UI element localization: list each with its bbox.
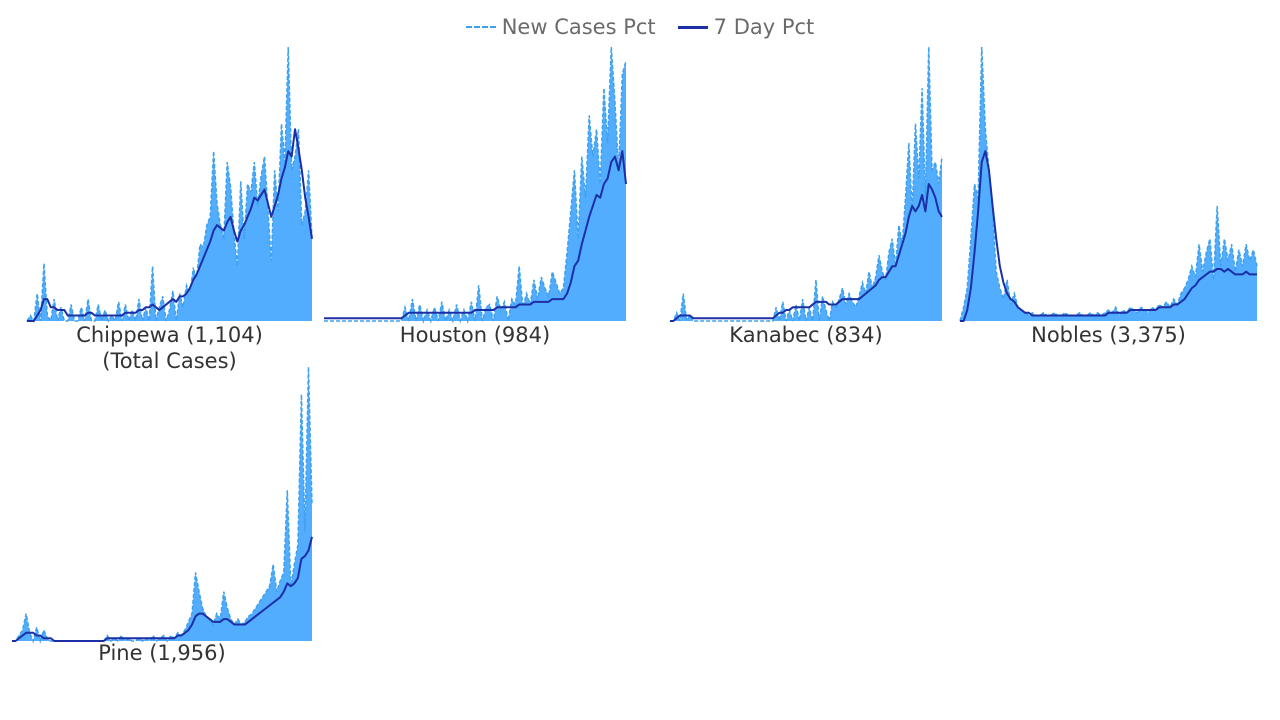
small-multiple-houston[interactable]: Houston (984): [324, 44, 627, 354]
new-cases-area-nobles: [960, 47, 1257, 321]
seven-day-line-nobles: [960, 150, 1257, 322]
panel-label-kanabec: Kanabec (834): [729, 323, 883, 347]
new-cases-line-chippewa: [26, 46, 313, 324]
panel-title-nobles: Nobles (3,375): [960, 322, 1257, 348]
new-cases-line-nobles: [959, 46, 1258, 322]
panel-label-pine: Pine (1,956): [98, 641, 226, 665]
new-cases-area-houston: [324, 47, 626, 321]
panel-title-pine: Pine (1,956): [12, 640, 312, 666]
new-cases-line-houston: [324, 46, 627, 324]
panel-title-houston: Houston (984): [324, 322, 626, 348]
new-cases-area-kanabec: [670, 47, 942, 321]
chart-svg-nobles: [959, 46, 1258, 322]
legend-item-new-cases[interactable]: New Cases Pct: [465, 15, 656, 39]
chart-svg-houston: [324, 46, 627, 324]
seven-day-line-pine: [12, 536, 313, 642]
chart-svg-kanabec: [670, 46, 943, 324]
panel-label-nobles: Nobles (3,375): [1031, 323, 1186, 347]
chart-svg-pine: [12, 366, 313, 644]
legend-item-seven-day[interactable]: 7 Day Pct: [677, 15, 815, 39]
legend-label-seven-day: 7 Day Pct: [713, 15, 815, 39]
new-cases-area-pine: [12, 367, 312, 641]
seven-day-line-chippewa: [27, 128, 313, 322]
legend-swatch-new-cases: [465, 26, 496, 28]
chart-svg-chippewa: [26, 46, 313, 324]
seven-day-line-houston: [324, 150, 627, 320]
legend-swatch-seven-day: [677, 25, 708, 29]
seven-day-line-kanabec: [670, 183, 943, 322]
legend-label-new-cases: New Cases Pct: [501, 15, 656, 39]
panel-title-kanabec: Kanabec (834): [670, 322, 942, 348]
small-multiple-pine[interactable]: Pine (1,956): [12, 364, 313, 674]
new-cases-line-kanabec: [670, 46, 943, 324]
panel-title-chippewa: Chippewa (1,104) (Total Cases): [27, 322, 312, 374]
new-cases-area-chippewa: [27, 47, 312, 321]
small-multiple-nobles[interactable]: Nobles (3,375): [959, 44, 1258, 354]
chart-legend: New Cases Pct 7 Day Pct: [0, 12, 1280, 42]
panel-sublabel-chippewa: (Total Cases): [102, 349, 237, 373]
panel-label-houston: Houston (984): [399, 323, 551, 347]
panel-label-chippewa: Chippewa (1,104): [76, 323, 263, 347]
small-multiple-kanabec[interactable]: Kanabec (834): [670, 44, 943, 354]
small-multiple-chippewa[interactable]: Chippewa (1,104) (Total Cases): [26, 44, 313, 374]
